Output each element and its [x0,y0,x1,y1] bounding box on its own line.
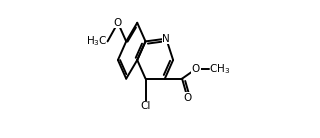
Text: O: O [192,64,200,74]
Text: O: O [114,18,122,28]
Text: N: N [162,34,170,44]
Text: O: O [183,93,192,103]
Text: H$_3$C: H$_3$C [86,34,108,48]
Text: CH$_3$: CH$_3$ [209,62,230,76]
Text: Cl: Cl [140,101,151,111]
